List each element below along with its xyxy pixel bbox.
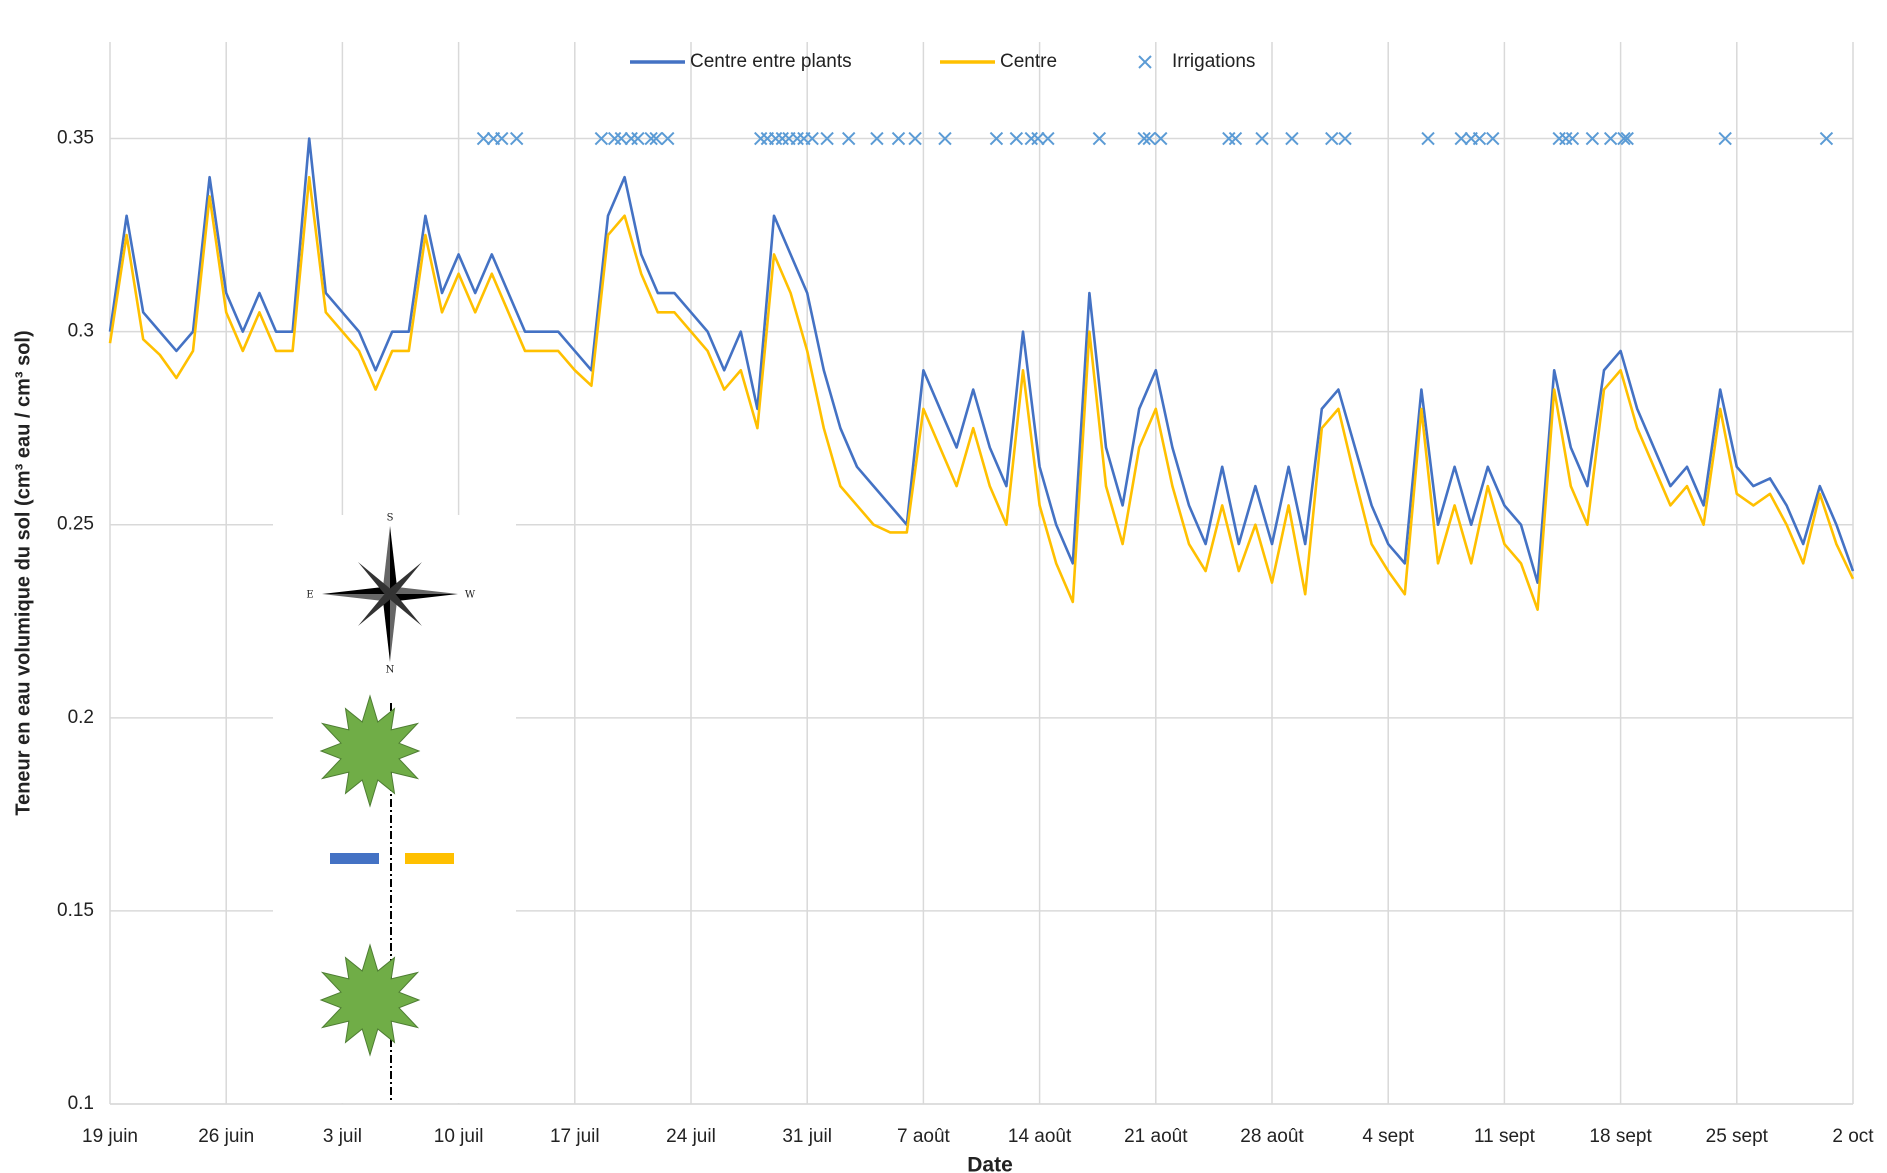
plot [108,131,1855,611]
irrigation-marker [1338,131,1352,146]
x-tick-label: 11 sept [1474,1126,1536,1147]
compass-label: E [306,590,313,601]
irrigation-marker [1154,131,1168,146]
y-tick-label: 0.25 [57,514,94,535]
legend: Centre entre plants Centre Irrigations [630,51,1255,72]
irrigation-marker [1137,131,1151,146]
irrigation-marker [870,131,884,146]
irrigation-marker [989,131,1004,146]
irrigation-marker [1142,131,1156,146]
x-tick-label: 25 sept [1706,1126,1769,1147]
x-tick-label: 18 sept [1589,1126,1652,1147]
irrigation-marker [661,131,675,146]
irrigation-marker [1009,131,1024,146]
x-tick-label: 17 juil [550,1126,600,1147]
irrigation-marker [1325,131,1339,146]
inset: S E W N [273,513,516,1103]
series-line [108,175,1855,611]
irrigation-marker [631,131,645,146]
x-tick-label: 26 juin [198,1126,254,1147]
legend-label: Centre entre plants [690,51,852,72]
irrigation-marker [1585,131,1600,146]
compass-label: S [387,513,394,524]
compass-label: N [386,665,395,676]
x-tick-label: 28 août [1240,1126,1304,1147]
y-tick-label: 0.15 [57,900,94,921]
irrigation-marker [1565,131,1580,146]
x-tick-label: 10 juil [434,1126,484,1147]
irrigation-marker [509,131,524,146]
irrigation-marker [1031,131,1045,146]
irrigation-marker [1620,131,1634,146]
y-tick-label: 0.35 [57,128,94,149]
irrigation-marker [1255,131,1269,146]
irrigation-marker [1092,131,1107,146]
irrigation-marker [1819,131,1834,146]
irrigation-marker [1486,131,1500,146]
sensor-blue [330,853,379,864]
irrigation-marker [1718,131,1732,146]
x-tick-label: 31 juil [782,1126,832,1147]
x-tick-label: 24 juil [666,1126,716,1147]
irrigation-marker [614,131,628,146]
irrigation-marker [1421,131,1435,146]
legend-label: Irrigations [1172,51,1255,72]
y-tick-label: 0.1 [68,1093,94,1114]
y-axis-title: Teneur en eau volumique du sol (cm³ eau … [12,330,34,815]
irrigation-marker [1472,131,1487,146]
y-tick-label: 0.3 [68,321,94,342]
y-tick-label: 0.2 [68,707,94,728]
irrigation-marker [1617,131,1631,146]
x-tick-label: 21 août [1124,1126,1188,1147]
x-tick-label: 3 juil [323,1126,362,1147]
irrigation-marker [891,131,906,146]
x-tick-label: 7 août [897,1126,951,1147]
irrigation-marker [908,131,922,146]
series-line [108,137,1855,584]
irrigation-marker [649,131,663,146]
x-tick-label: 14 août [1008,1126,1072,1147]
irrigation-marker [1285,131,1299,146]
irrigation-marker [495,131,509,146]
irrigation-marker [1603,131,1618,146]
irrigation-marker [1041,131,1055,146]
x-tick-label: 19 juin [82,1126,138,1147]
irrigation-marker [820,131,834,146]
irrigation-marker [805,131,819,146]
legend-label: Centre [1000,51,1057,72]
compass-label: W [465,590,476,601]
irrigation-marker [938,131,952,146]
plant [319,694,421,808]
irrigation-marker [1454,131,1468,146]
irrigation-marker [644,131,658,146]
irrigation-marker [476,131,491,146]
irrigation-marker [1228,131,1243,146]
irrigation-marker [841,131,856,146]
x-axis-title: Date [967,1154,1013,1173]
plant [319,943,421,1057]
sensor-yellow [405,853,454,864]
irrigation-marker [594,131,609,146]
x-tick-label: 2 oct [1832,1126,1874,1147]
x-tick-label: 4 sept [1362,1126,1414,1147]
legend-marker [1138,55,1152,69]
compass: S E W N [306,513,476,676]
